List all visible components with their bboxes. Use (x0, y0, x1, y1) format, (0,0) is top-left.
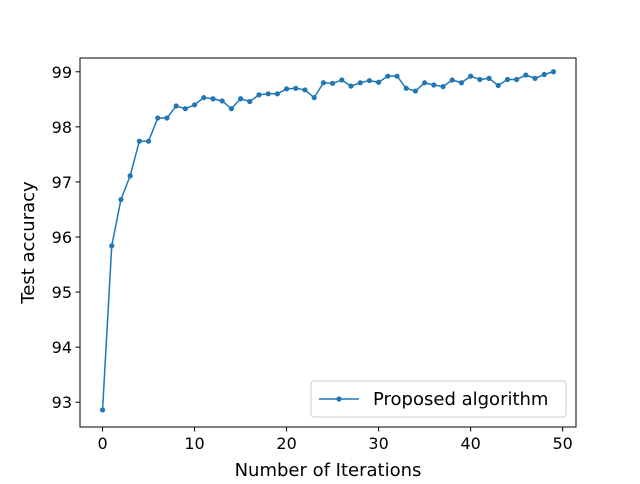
data-point (201, 95, 207, 101)
data-point (155, 115, 161, 121)
data-point (210, 96, 216, 102)
y-axis-ticks: 93 94 95 96 97 98 99 (52, 63, 80, 412)
data-point (440, 84, 446, 90)
data-point (394, 73, 400, 79)
data-point (320, 80, 326, 86)
data-point (431, 82, 437, 88)
y-tick-label: 97 (52, 173, 72, 192)
data-point (293, 85, 299, 91)
data-point (237, 96, 244, 102)
x-tick-label: 0 (97, 434, 107, 453)
y-tick-label: 99 (52, 63, 72, 82)
data-point (495, 82, 501, 89)
data-point (118, 196, 124, 203)
data-point (274, 91, 280, 97)
data-point (99, 407, 106, 413)
data-point (514, 76, 520, 83)
data-point (302, 87, 308, 93)
data-point (468, 73, 474, 79)
data-point (385, 73, 391, 79)
data-point (256, 92, 262, 98)
data-point (191, 102, 198, 108)
legend-box (310, 380, 567, 418)
plot-frame (79, 57, 577, 428)
data-point (283, 86, 290, 92)
data-point (164, 115, 170, 121)
data-point (109, 243, 115, 249)
data-point (550, 69, 557, 75)
data-point (486, 75, 492, 81)
y-tick-label: 94 (52, 338, 72, 357)
x-tick-label: 10 (184, 434, 204, 453)
data-point (228, 106, 234, 112)
data-point (339, 77, 345, 83)
data-point (532, 75, 538, 81)
data-point (182, 106, 188, 112)
data-point (265, 91, 271, 97)
y-tick-label: 98 (52, 118, 72, 137)
data-point (449, 77, 455, 83)
data-point (247, 98, 253, 105)
data-point (145, 138, 152, 144)
legend-entry-proposed-algorithm: Proposed algorithm (373, 389, 548, 410)
y-tick-label: 93 (52, 393, 72, 412)
legend: Proposed algorithm (310, 380, 567, 418)
x-tick-label: 40 (460, 434, 480, 453)
y-tick-label: 95 (52, 283, 72, 302)
data-point (127, 173, 133, 179)
y-axis-label: Test accuracy (18, 181, 39, 305)
data-point (219, 98, 225, 104)
data-point (458, 80, 465, 86)
x-axis-ticks: 0 10 20 30 40 50 (97, 427, 573, 453)
data-point (330, 80, 336, 86)
data-point (412, 88, 419, 94)
y-tick-label: 96 (52, 228, 72, 247)
data-point (477, 76, 483, 83)
x-tick-label: 50 (552, 434, 572, 453)
x-tick-label: 20 (276, 434, 296, 453)
data-point (357, 80, 363, 86)
data-point (348, 83, 354, 89)
data-point (504, 76, 511, 83)
data-point (136, 138, 142, 144)
x-axis-label: Number of Iterations (235, 460, 422, 480)
data-point (376, 79, 382, 85)
data-point (422, 80, 428, 86)
plot-layer (99, 69, 557, 413)
data-point (366, 77, 373, 84)
legend-marker-swatch (336, 396, 342, 402)
data-point (523, 72, 529, 78)
data-point (541, 71, 547, 78)
x-tick-label: 30 (368, 434, 388, 453)
data-point (173, 103, 179, 109)
data-point (403, 85, 409, 91)
series-line (101, 71, 554, 410)
data-point (311, 95, 317, 101)
